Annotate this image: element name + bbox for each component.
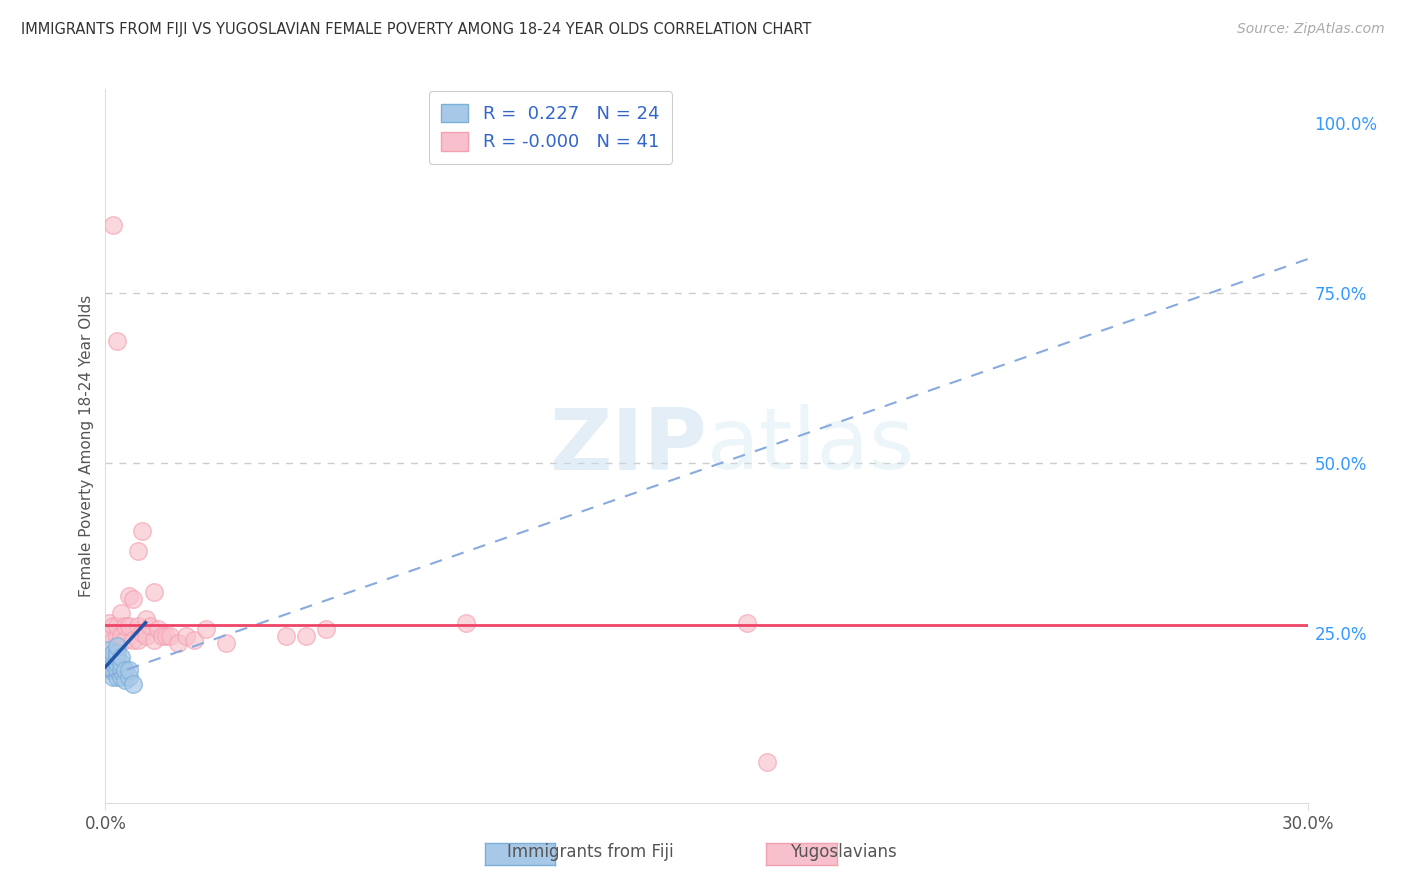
Point — [107, 640, 129, 654]
Point — [118, 619, 141, 633]
Point — [103, 670, 125, 684]
Point — [107, 657, 129, 671]
Point — [110, 649, 132, 664]
Point — [135, 629, 157, 643]
Point — [98, 615, 121, 630]
Point — [103, 619, 125, 633]
Y-axis label: Female Poverty Among 18-24 Year Olds: Female Poverty Among 18-24 Year Olds — [79, 295, 94, 597]
Point — [107, 649, 129, 664]
Point — [159, 629, 181, 643]
Point — [295, 629, 318, 643]
Point — [135, 612, 157, 626]
Point — [103, 632, 125, 647]
Point — [183, 632, 205, 647]
Text: atlas: atlas — [707, 404, 914, 488]
Point — [150, 629, 173, 643]
Point — [214, 636, 236, 650]
Point — [142, 585, 165, 599]
Point — [110, 670, 132, 684]
Point — [122, 677, 145, 691]
Text: Source: ZipAtlas.com: Source: ZipAtlas.com — [1237, 22, 1385, 37]
Point — [110, 606, 132, 620]
Point — [146, 623, 169, 637]
Point — [103, 657, 125, 671]
Point — [127, 632, 149, 647]
Point — [166, 636, 188, 650]
Point — [122, 591, 145, 606]
Point — [114, 663, 136, 677]
Point — [735, 615, 758, 630]
Point — [107, 670, 129, 684]
Point — [107, 619, 129, 633]
Point — [138, 619, 160, 633]
Legend: R =  0.227   N = 24, R = -0.000   N = 41: R = 0.227 N = 24, R = -0.000 N = 41 — [429, 91, 672, 164]
Point — [755, 755, 778, 769]
Point — [98, 663, 121, 677]
Point — [114, 673, 136, 688]
Text: Immigrants from Fiji: Immigrants from Fiji — [508, 843, 673, 861]
Point — [98, 643, 121, 657]
Point — [103, 649, 125, 664]
Point — [454, 615, 477, 630]
Point — [107, 646, 129, 660]
Point — [174, 629, 197, 643]
Point — [131, 626, 153, 640]
Point — [274, 629, 297, 643]
Point — [155, 629, 177, 643]
Point — [131, 524, 153, 538]
Point — [114, 632, 136, 647]
Point — [118, 663, 141, 677]
Point — [315, 623, 337, 637]
Point — [110, 657, 132, 671]
Point — [98, 657, 121, 671]
Point — [103, 218, 125, 232]
Text: Yugoslavians: Yugoslavians — [790, 843, 897, 861]
Point — [194, 623, 217, 637]
Point — [127, 619, 149, 633]
Point — [98, 649, 121, 664]
Point — [107, 334, 129, 348]
Point — [103, 663, 125, 677]
Point — [127, 544, 149, 558]
Point — [103, 646, 125, 660]
Text: IMMIGRANTS FROM FIJI VS YUGOSLAVIAN FEMALE POVERTY AMONG 18-24 YEAR OLDS CORRELA: IMMIGRANTS FROM FIJI VS YUGOSLAVIAN FEMA… — [21, 22, 811, 37]
Point — [110, 629, 132, 643]
Point — [98, 626, 121, 640]
Text: ZIP: ZIP — [548, 404, 707, 488]
Point — [142, 632, 165, 647]
Point — [110, 663, 132, 677]
Point — [122, 632, 145, 647]
Point — [118, 589, 141, 603]
Point — [107, 663, 129, 677]
Point — [114, 619, 136, 633]
Point — [118, 670, 141, 684]
Point — [107, 629, 129, 643]
